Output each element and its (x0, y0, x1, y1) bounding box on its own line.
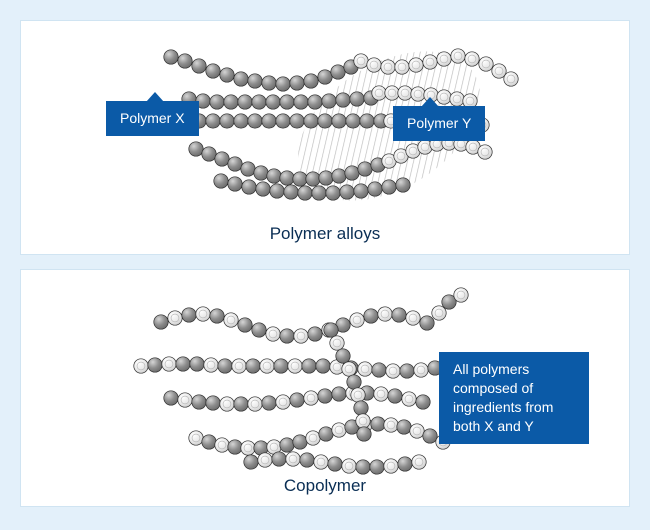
diagram-outer: Polymer X Polymer Y Polymer alloys (0, 0, 650, 530)
label-copolymer-note-text: All polymers composed of ingredients fro… (453, 361, 553, 434)
panel-polymer-alloys: Polymer X Polymer Y Polymer alloys (20, 20, 630, 255)
label-polymer-x-text: Polymer X (120, 110, 185, 126)
label-polymer-x: Polymer X (106, 101, 199, 136)
label-pointer-icon (146, 92, 164, 102)
alloys-chains-svg (21, 21, 630, 255)
caption-copolymer: Copolymer (21, 476, 629, 496)
label-polymer-y-text: Polymer Y (407, 115, 471, 131)
panel-copolymer: All polymers composed of ingredients fro… (20, 269, 630, 507)
label-polymer-y: Polymer Y (393, 106, 485, 141)
label-copolymer-note: All polymers composed of ingredients fro… (439, 352, 589, 444)
caption-alloys: Polymer alloys (21, 224, 629, 244)
label-pointer-icon (421, 97, 439, 107)
